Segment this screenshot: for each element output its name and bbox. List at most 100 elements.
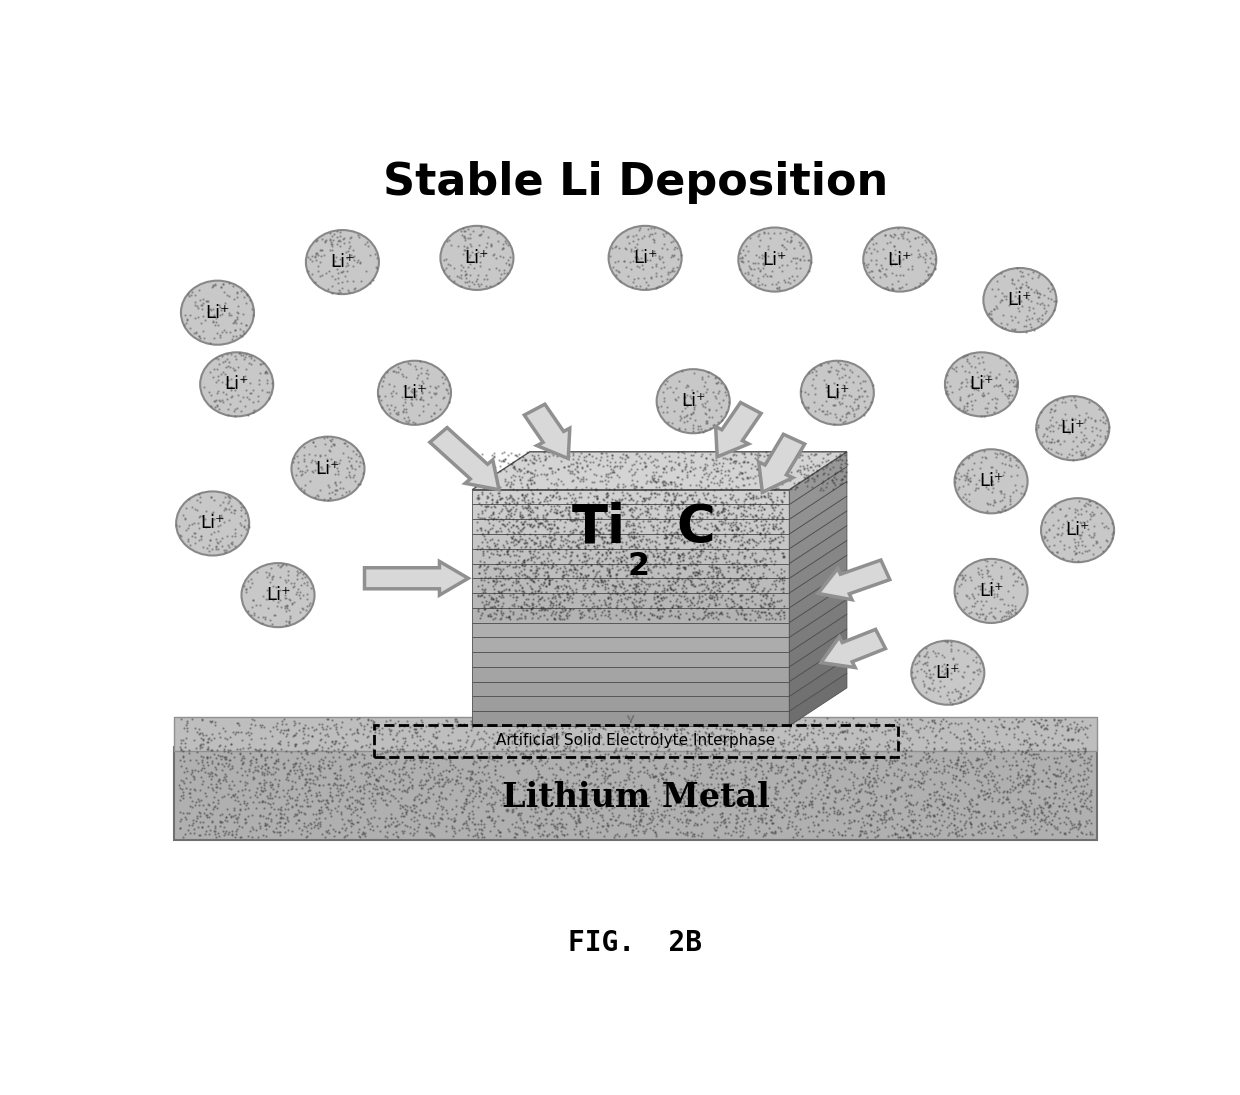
Polygon shape [472, 637, 789, 652]
Point [257, 564, 277, 581]
Point [910, 751, 930, 769]
Point [298, 574, 317, 591]
Point [768, 800, 787, 818]
Point [563, 799, 583, 817]
Point [947, 754, 967, 772]
Point [985, 588, 1004, 606]
Point [236, 295, 255, 312]
Point [554, 445, 574, 462]
Point [438, 809, 458, 827]
Point [503, 517, 523, 534]
Point [412, 780, 432, 797]
Point [598, 546, 618, 564]
Point [773, 580, 792, 598]
Point [839, 753, 859, 771]
Point [768, 475, 787, 493]
Point [522, 485, 542, 503]
Point [774, 548, 794, 565]
Point [702, 553, 722, 570]
Point [911, 774, 931, 792]
Point [773, 569, 792, 587]
Point [557, 577, 577, 595]
Point [498, 730, 518, 748]
Point [544, 525, 564, 542]
Point [959, 763, 978, 781]
Point [402, 390, 422, 407]
Point [668, 545, 688, 563]
Point [577, 509, 596, 527]
Point [1034, 721, 1054, 738]
Point [320, 804, 340, 821]
Point [644, 230, 663, 247]
Point [987, 300, 1007, 318]
Point [620, 565, 640, 583]
Point [611, 491, 631, 508]
Point [706, 574, 725, 591]
Point [972, 710, 992, 727]
Point [1013, 795, 1033, 812]
Point [885, 740, 905, 758]
Point [923, 671, 942, 689]
Point [334, 434, 353, 451]
Point [869, 820, 889, 838]
Point [983, 300, 1003, 318]
Point [724, 597, 744, 614]
Point [970, 577, 990, 595]
Point [893, 742, 913, 760]
Point [936, 658, 956, 676]
Point [624, 597, 644, 614]
Point [570, 825, 590, 842]
Circle shape [378, 360, 451, 425]
Point [644, 548, 663, 565]
Point [210, 517, 229, 534]
Point [660, 607, 680, 624]
Point [222, 822, 242, 840]
Point [598, 465, 618, 483]
Point [389, 765, 409, 783]
Point [296, 828, 316, 845]
Point [280, 762, 300, 780]
Point [608, 746, 627, 763]
Point [221, 745, 241, 762]
Point [417, 753, 436, 771]
Point [501, 456, 521, 473]
Point [626, 577, 646, 595]
Point [955, 815, 975, 832]
Point [774, 742, 794, 760]
Point [1050, 734, 1070, 751]
Point [201, 488, 221, 506]
Point [430, 764, 450, 782]
Point [885, 825, 905, 842]
Point [832, 368, 852, 385]
Point [185, 821, 205, 839]
Point [1039, 798, 1059, 816]
Point [796, 457, 816, 474]
Point [1047, 292, 1066, 310]
Point [1066, 544, 1086, 562]
Point [655, 776, 675, 794]
Point [826, 447, 846, 464]
Point [655, 773, 675, 791]
Point [1008, 718, 1028, 736]
Point [202, 741, 222, 759]
Point [697, 736, 717, 753]
Point [1017, 744, 1037, 761]
Point [698, 780, 718, 797]
Point [691, 750, 711, 768]
Point [1006, 457, 1025, 474]
Point [689, 542, 709, 560]
Point [1061, 411, 1081, 428]
Point [598, 774, 618, 792]
Point [681, 519, 701, 537]
Point [439, 376, 459, 393]
Point [620, 817, 640, 834]
Point [673, 509, 693, 527]
Point [345, 798, 365, 816]
Point [572, 522, 591, 540]
Point [392, 807, 412, 825]
Point [737, 503, 756, 520]
Point [308, 740, 327, 758]
Point [371, 391, 391, 408]
Point [589, 523, 609, 541]
Point [567, 497, 587, 515]
